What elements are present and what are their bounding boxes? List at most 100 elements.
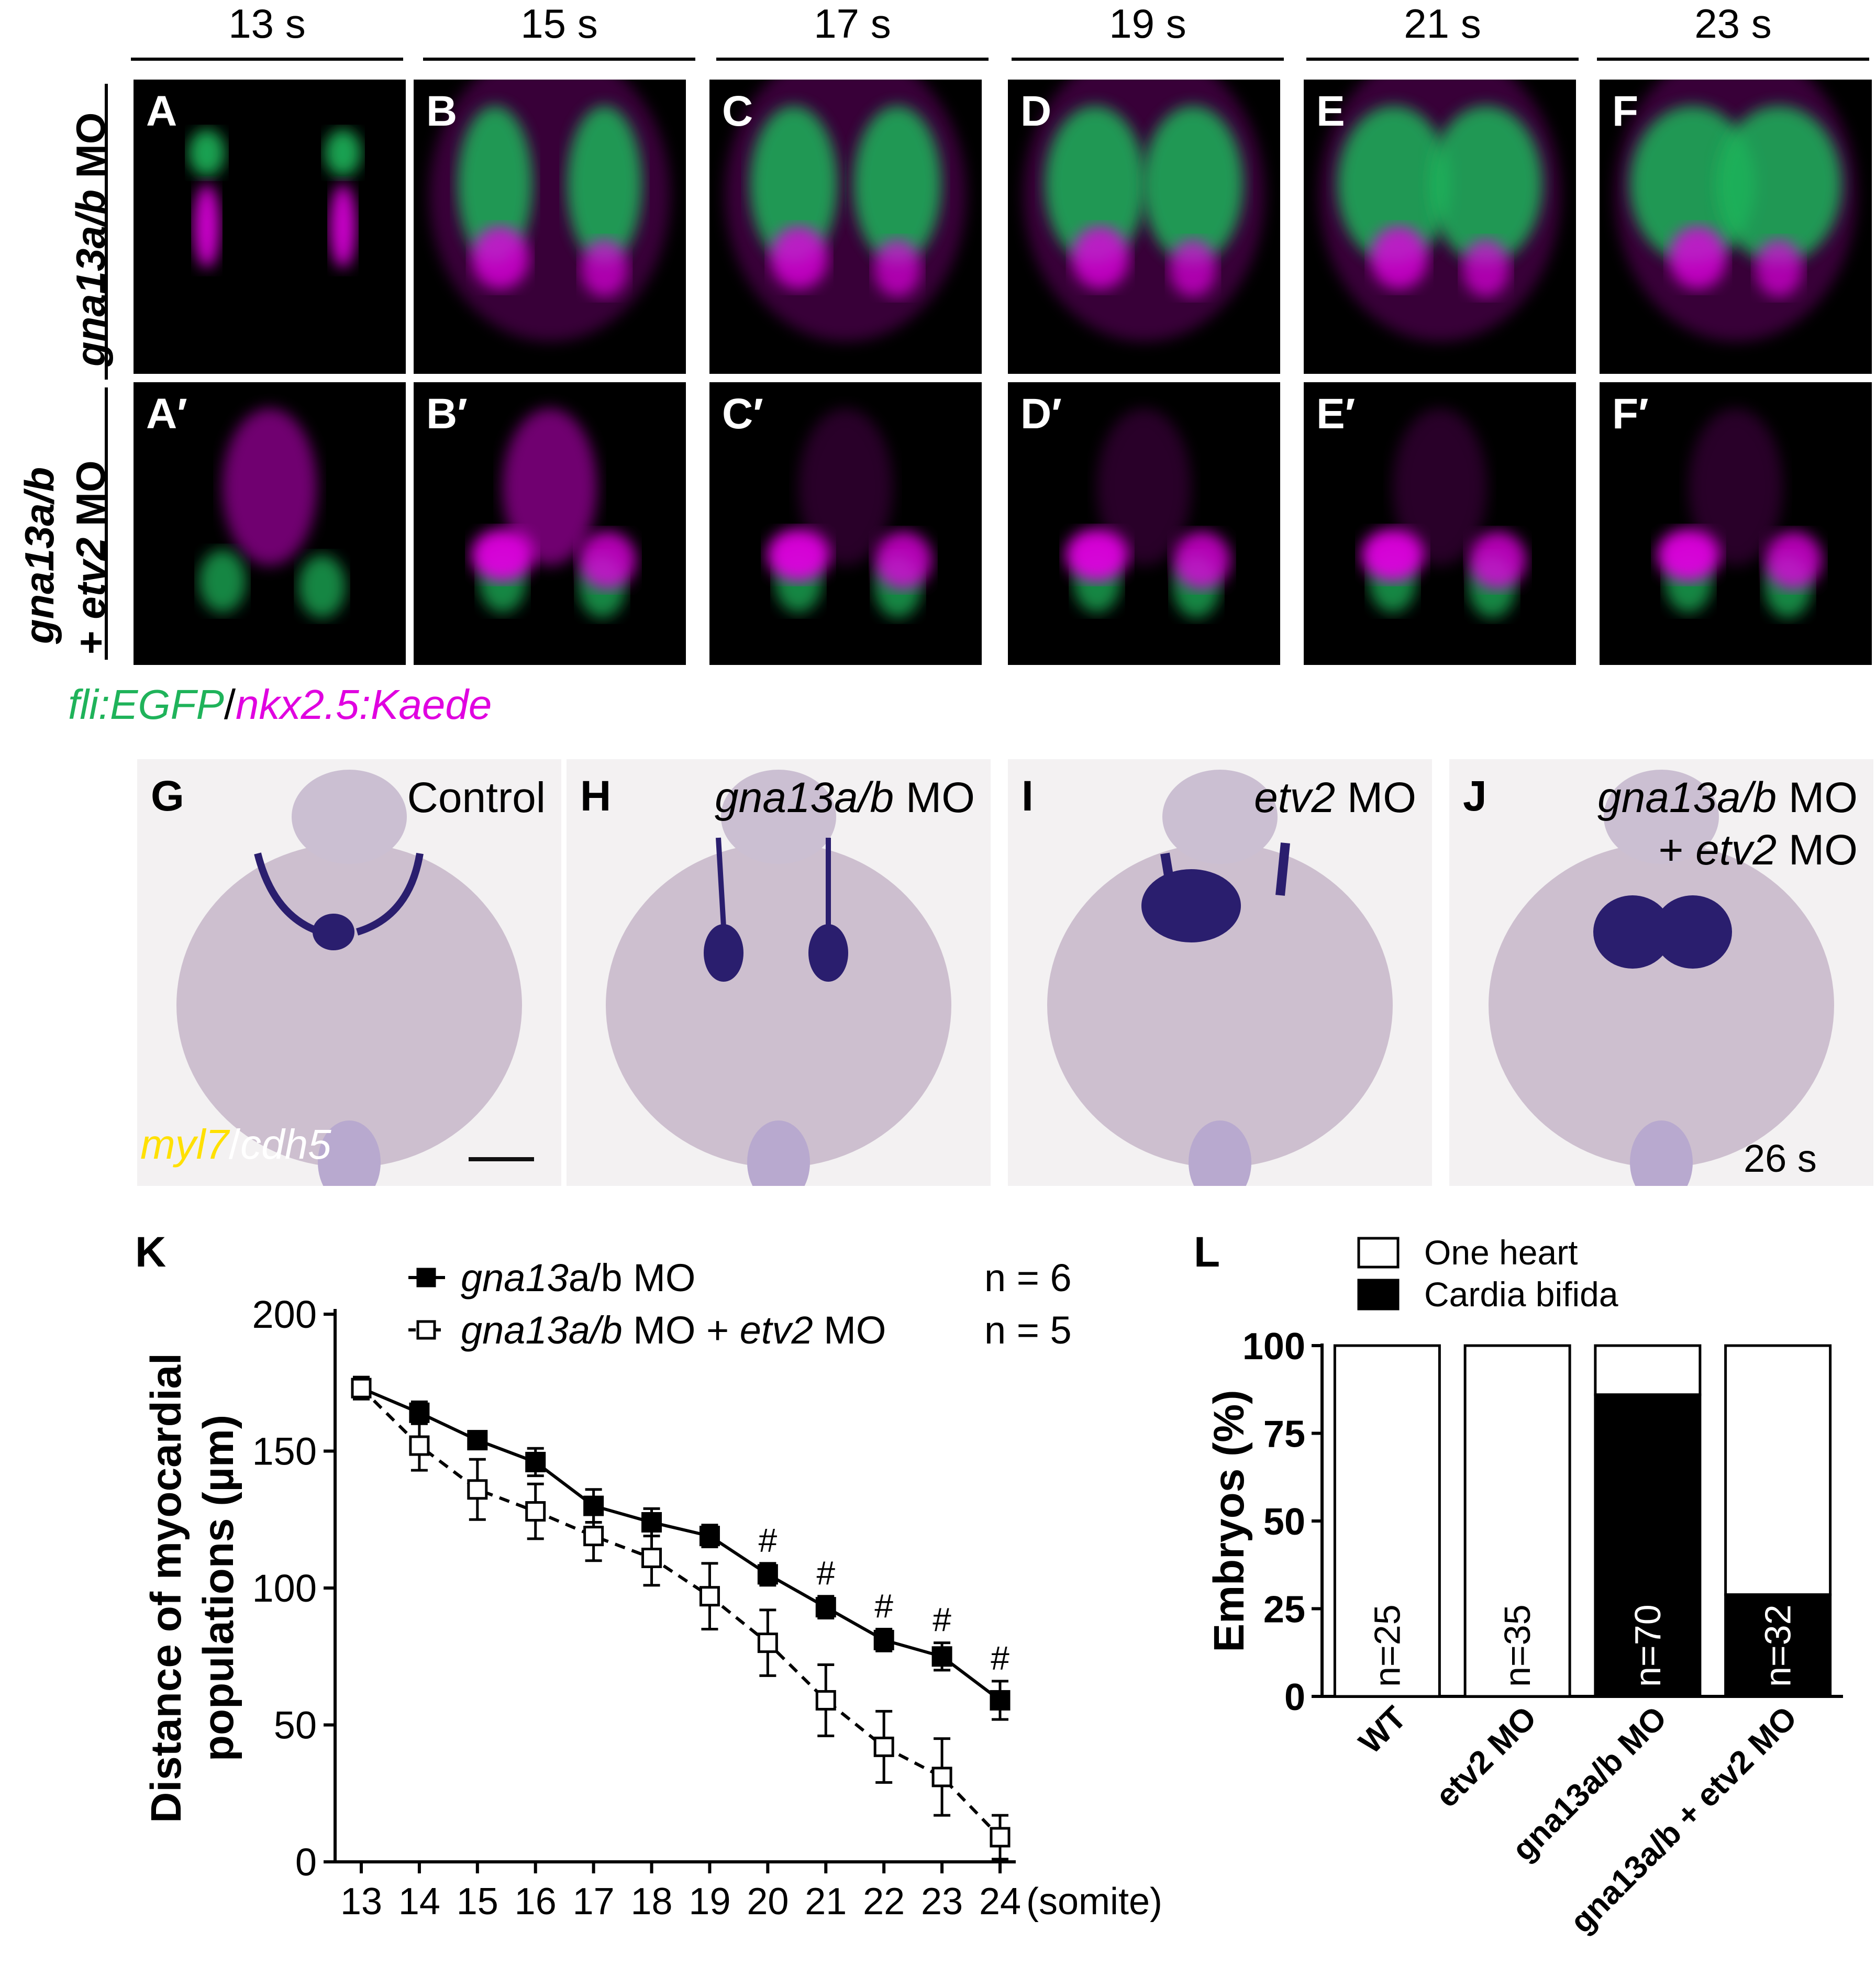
kaede-signal bbox=[1173, 531, 1230, 589]
data-point bbox=[873, 1629, 894, 1650]
y-tick-label: 100 bbox=[252, 1567, 317, 1610]
myl7-stain bbox=[313, 914, 354, 950]
panel-label: I bbox=[1022, 772, 1034, 820]
egfp-signal bbox=[750, 106, 838, 263]
x-tick-label: 13 bbox=[340, 1881, 382, 1923]
kaede-signal bbox=[1689, 408, 1783, 565]
legend-label: Cardia bifida bbox=[1424, 1275, 1618, 1314]
y-tick-label: 25 bbox=[1263, 1589, 1305, 1631]
chart-k: 0 50 100 150 200 13 14 15 16 17 18 19 20 21 22 23 24 (som… bbox=[142, 1256, 1162, 1923]
condition-label: Control bbox=[407, 772, 546, 824]
x-tick-label: 23 bbox=[921, 1881, 963, 1923]
panel-label: H bbox=[580, 772, 612, 820]
kaede-signal bbox=[579, 531, 636, 589]
data-point bbox=[815, 1690, 836, 1711]
x-tick-label: 22 bbox=[863, 1881, 905, 1923]
ish-panel: G Control bbox=[137, 759, 561, 1186]
condition-label: gna13a/b MO bbox=[715, 772, 975, 824]
bar-n-label: n=70 bbox=[1627, 1604, 1668, 1687]
condition-italic: gna13a/b bbox=[715, 774, 894, 821]
myl7-stain bbox=[1593, 895, 1672, 969]
kaede-signal bbox=[770, 226, 828, 289]
condition-line2-italic: etv2 bbox=[1695, 826, 1777, 874]
kaede-signal bbox=[1462, 239, 1509, 297]
egfp-signal bbox=[325, 129, 361, 176]
legend-n: n = 6 bbox=[984, 1256, 1072, 1300]
fluor-panel: C′ bbox=[709, 382, 982, 665]
fluor-legend: fli:EGFP/nkx2.5:Kaede bbox=[68, 681, 492, 729]
kaede-signal bbox=[1764, 531, 1822, 589]
tail bbox=[1630, 1120, 1693, 1186]
condition-line2-rest: MO bbox=[1777, 826, 1858, 874]
cdh5-stain bbox=[254, 852, 424, 936]
kaede-signal bbox=[874, 531, 932, 589]
significance-mark: # bbox=[759, 1522, 778, 1559]
x-tick-label: 20 bbox=[747, 1881, 789, 1923]
fluor-panel: F′ bbox=[1600, 382, 1872, 665]
data-point bbox=[990, 1827, 1011, 1848]
kaede-signal bbox=[767, 529, 830, 581]
panel-label: A′ bbox=[146, 390, 187, 438]
panel-label: F′ bbox=[1612, 390, 1649, 438]
yolk bbox=[1489, 843, 1834, 1168]
fluor-image bbox=[1615, 80, 1856, 341]
x-tick-label: 14 bbox=[398, 1881, 440, 1923]
egfp-signal bbox=[1716, 106, 1842, 263]
data-point bbox=[757, 1633, 778, 1653]
egfp-signal bbox=[199, 550, 246, 613]
x-tick-label: 19 bbox=[689, 1881, 730, 1923]
egfp-signal bbox=[1337, 106, 1450, 263]
timepoint-label: 17 s bbox=[814, 1, 891, 47]
egfp-signal bbox=[853, 106, 941, 263]
yolk bbox=[606, 843, 951, 1168]
fluor-image bbox=[725, 80, 966, 341]
myl7-stain bbox=[808, 924, 848, 982]
condition-italic: gna13a/b bbox=[1597, 774, 1777, 821]
x-tick-label: 15 bbox=[457, 1881, 498, 1923]
panel-label: G bbox=[151, 772, 184, 820]
bar-n-label: n=25 bbox=[1367, 1604, 1407, 1687]
panel-label: E′ bbox=[1316, 390, 1356, 438]
condition-label: gna13a/b MO + etv2 MO bbox=[1597, 772, 1858, 876]
condition-line2-prefix: + bbox=[1658, 826, 1696, 874]
kaede-signal bbox=[471, 529, 534, 581]
significance-mark: # bbox=[991, 1639, 1009, 1677]
myl7-stain bbox=[704, 924, 743, 982]
yolk bbox=[176, 843, 522, 1168]
fluor-panel: F bbox=[1600, 80, 1872, 374]
fluor-panel: E′ bbox=[1304, 382, 1576, 665]
panel-label: D bbox=[1020, 87, 1052, 135]
egfp-signal bbox=[457, 106, 533, 263]
kaede-signal bbox=[1361, 529, 1424, 581]
fluor-panel: E bbox=[1304, 80, 1576, 374]
fluor-legend-magenta: nkx2.5:Kaede bbox=[236, 681, 492, 728]
egfp-signal bbox=[298, 555, 346, 618]
kaede-signal bbox=[1755, 239, 1803, 297]
ish-stage-label: 26 s bbox=[1744, 1137, 1817, 1180]
embryo-image bbox=[1047, 770, 1393, 1186]
kaede-signal bbox=[1669, 226, 1727, 289]
series-line bbox=[360, 1387, 1002, 1839]
panel-label-L: L bbox=[1194, 1228, 1220, 1276]
ish-legend-white: cdh5 bbox=[240, 1121, 331, 1168]
timepoint-label: 13 s bbox=[228, 1, 306, 47]
data-point bbox=[467, 1430, 488, 1451]
y-axis-label: Distance of myocardial bbox=[142, 1353, 190, 1823]
head bbox=[292, 770, 407, 864]
y-tick-label: 75 bbox=[1263, 1414, 1305, 1456]
x-axis-label: (somite) bbox=[1026, 1881, 1162, 1923]
panel-label-K: K bbox=[135, 1228, 166, 1276]
condition-rest: Control bbox=[407, 774, 546, 821]
data-point bbox=[583, 1526, 604, 1547]
legend-label: One heart bbox=[1424, 1233, 1578, 1272]
timepoint-label: 23 s bbox=[1694, 1, 1772, 47]
significance-mark: # bbox=[933, 1601, 951, 1639]
kaede-signal bbox=[798, 408, 893, 565]
condition-italic: etv2 bbox=[1254, 774, 1336, 821]
kaede-signal bbox=[503, 408, 597, 565]
panel-label: B′ bbox=[426, 390, 468, 438]
timepoint-underline bbox=[131, 58, 403, 61]
x-tick-label: 16 bbox=[515, 1881, 557, 1923]
ish-legend-yellow: myl7 bbox=[140, 1121, 229, 1168]
